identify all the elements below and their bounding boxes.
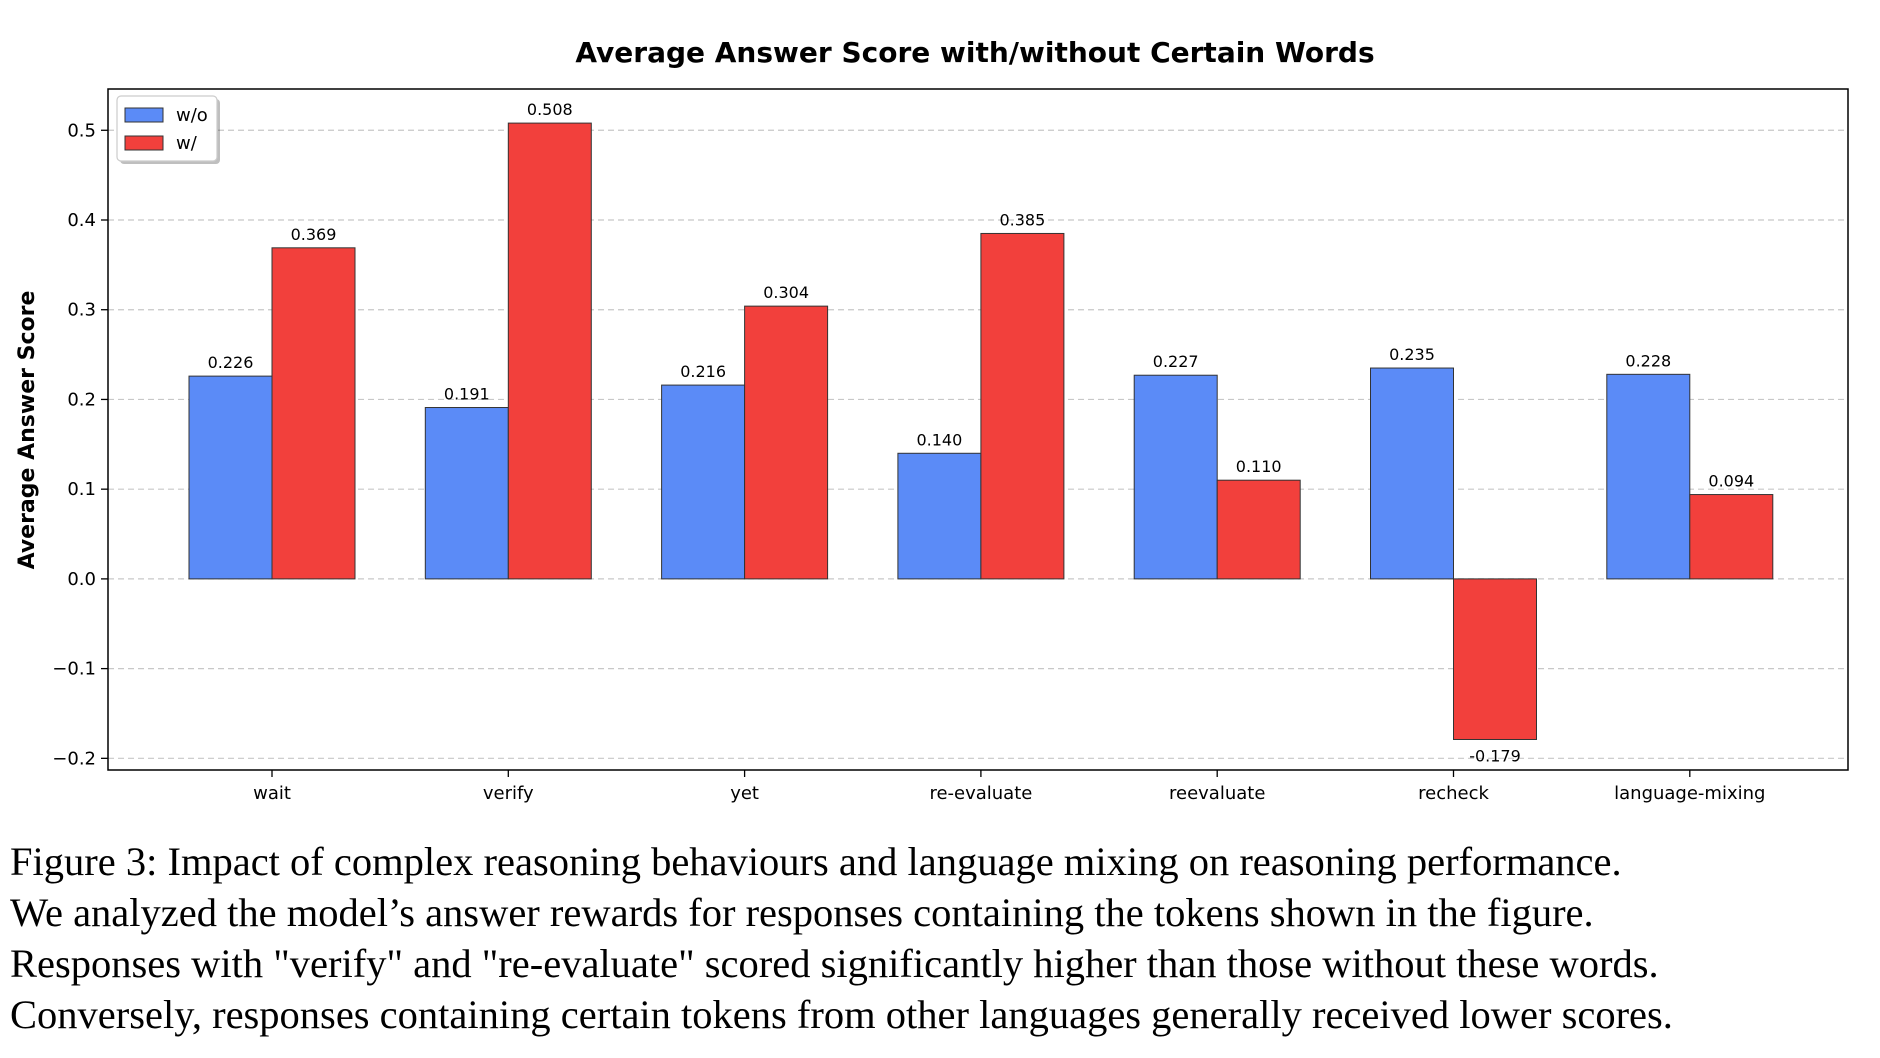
bar-w-language-mixing — [1689, 494, 1774, 580]
figure-caption: Figure 3: Impact of complex reasoning be… — [10, 836, 1874, 1040]
y-tick-label: −0.2 — [52, 748, 96, 769]
y-tick-label: 0.3 — [67, 300, 96, 321]
bar-w-verify — [507, 122, 592, 580]
legend-swatch — [124, 107, 164, 123]
caption-line: We analyzed the model’s answer rewards f… — [10, 890, 1594, 935]
data-label: 0.304 — [763, 283, 809, 302]
bar-wo-recheck — [1370, 367, 1454, 580]
bar-wo-yet — [661, 384, 746, 580]
y-axis-label: Average Answer Score — [15, 291, 40, 570]
legend-entry: w/o — [176, 105, 208, 126]
legend[interactable]: w/o w/ — [116, 95, 220, 164]
caption-line: Conversely, responses containing certain… — [10, 992, 1673, 1037]
bar-w-wait — [271, 247, 356, 580]
data-label: 0.216 — [680, 362, 726, 381]
x-tick-label: language-mixing — [1614, 783, 1765, 804]
bar-wo-language-mixing — [1606, 373, 1691, 580]
bars — [188, 122, 1774, 740]
data-label: 0.094 — [1708, 472, 1754, 491]
x-tick-label: re-evaluate — [929, 783, 1032, 804]
plot-frame — [107, 88, 1849, 771]
x-axis-ticks: wait verify yet re-evaluate reevaluate rechec… — [253, 770, 1765, 804]
y-tick-label: 0.5 — [67, 120, 96, 141]
y-tick-label: 0.0 — [67, 569, 96, 590]
bar-wo-reevaluate — [1133, 374, 1218, 580]
data-label: 0.228 — [1625, 351, 1671, 370]
data-label: 0.385 — [999, 210, 1045, 229]
y-tick-label: 0.4 — [67, 210, 96, 231]
data-label: -0.179 — [1469, 746, 1521, 765]
legend-entry: w/ — [176, 133, 198, 154]
data-label: 0.227 — [1153, 352, 1199, 371]
data-label: 0.140 — [916, 430, 962, 449]
x-tick-label: recheck — [1418, 783, 1489, 804]
x-tick-label: reevaluate — [1169, 783, 1265, 804]
y-axis-ticks: −0.2 −0.1 0.0 0.1 0.2 0.3 0.4 0.5 — [52, 120, 108, 769]
data-label: 0.508 — [527, 100, 573, 119]
bar-wo-re-evaluate — [897, 452, 982, 580]
y-tick-label: 0.2 — [67, 389, 96, 410]
x-tick-label: verify — [483, 783, 534, 804]
bar-chart: Average Answer Score with/without Certai… — [15, 36, 1849, 804]
caption-line: Responses with "verify" and "re-evaluate… — [10, 941, 1659, 986]
data-label: 0.226 — [208, 353, 254, 372]
bar-wo-wait — [188, 375, 273, 580]
y-tick-label: −0.1 — [52, 659, 96, 680]
legend-swatch — [124, 135, 164, 151]
data-label: 0.110 — [1236, 457, 1282, 476]
chart-title: Average Answer Score with/without Certai… — [575, 36, 1374, 69]
bar-w-recheck — [1453, 578, 1537, 740]
bar-w-re-evaluate — [980, 232, 1065, 580]
gridlines — [108, 129, 1848, 759]
bar-wo-verify — [424, 407, 509, 580]
bar-w-yet — [744, 305, 829, 580]
data-label: 0.369 — [291, 225, 337, 244]
x-tick-label: yet — [730, 783, 759, 804]
bar-w-reevaluate — [1216, 479, 1301, 580]
caption-line: Figure 3: Impact of complex reasoning be… — [10, 839, 1622, 884]
data-labels: 0.226 0.369 0.191 0.508 0.216 0.304 0.140 0.385… — [208, 100, 1755, 765]
data-label: 0.235 — [1389, 345, 1435, 364]
data-label: 0.191 — [444, 385, 490, 404]
y-tick-label: 0.1 — [67, 479, 96, 500]
x-tick-label: wait — [253, 783, 291, 804]
